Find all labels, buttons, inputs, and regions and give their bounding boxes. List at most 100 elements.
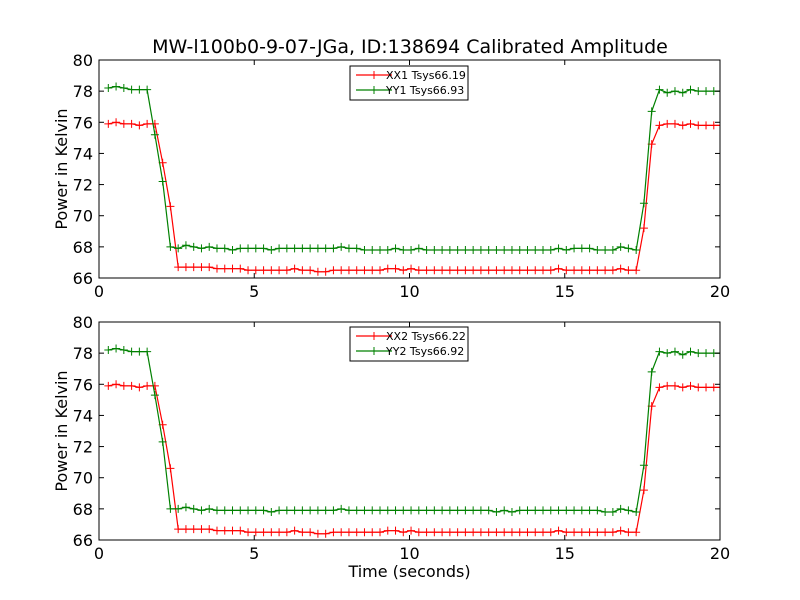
data-point [663,381,672,390]
data-point [670,381,679,390]
data-point [694,383,703,392]
data-point [608,266,617,275]
series-2 [104,82,720,254]
data-point [678,121,687,130]
data-point [484,266,493,275]
data-point [360,266,369,275]
data-point [678,383,687,392]
data-point [376,245,385,254]
data-point [259,266,268,275]
data-point [531,528,540,537]
data-point [220,526,229,535]
data-point [601,245,610,254]
data-point [298,266,307,275]
data-point [119,84,128,93]
data-point [127,119,136,128]
data-point [267,266,276,275]
data-point [212,264,221,273]
data-point [554,506,563,515]
y-tick-label: 72 [73,176,93,195]
data-point [352,506,361,515]
data-point [570,244,579,253]
legend-label: YY1 Tsys66.93 [385,84,464,97]
data-point [438,506,447,515]
data-point [329,506,338,515]
data-point [205,263,214,272]
data-point [368,245,377,254]
data-point [275,506,284,515]
data-point [469,528,478,537]
data-point [686,347,695,356]
data-point [484,528,493,537]
data-point [414,506,423,515]
data-point [709,121,718,130]
data-point [244,266,253,275]
data-point [515,245,524,254]
data-point [616,504,625,513]
data-point [717,386,720,388]
y-tick-label: 76 [73,375,93,394]
data-point [616,264,625,273]
data-point [321,267,330,276]
data-point [601,528,610,537]
data-point [205,242,214,251]
data-point [352,244,361,253]
data-point [360,245,369,254]
data-point [236,506,245,515]
data-point [189,263,198,272]
data-point [236,264,245,273]
data-point [135,347,144,356]
data-point [500,506,509,515]
data-point [228,526,237,535]
data-point [259,528,268,537]
data-point [104,84,113,93]
data-point [632,528,641,537]
data-point [554,526,563,535]
data-point [399,266,408,275]
data-point [166,242,175,251]
data-point [694,121,703,130]
data-point [112,344,121,353]
legend: XX1 Tsys66.19 YY1 Tsys66.93 [349,65,469,101]
y-tick-label: 80 [73,313,93,332]
data-point [368,528,377,537]
data-point [344,266,353,275]
data-point [585,244,594,253]
data-point [306,244,315,253]
data-point [259,506,268,515]
data-point [189,525,198,534]
data-point [663,349,672,358]
data-point [445,506,454,515]
data-point [430,528,439,537]
data-point [430,266,439,275]
x-tick-label: 15 [555,282,575,301]
data-point [383,264,392,273]
data-point [500,245,509,254]
data-point [709,383,718,392]
data-point [702,349,711,358]
data-point [158,437,167,446]
subplot-1: 0 5 10 15 20 66 68 70 72 74 76 78 80 Power in Kelvin X… [52,51,730,301]
data-point [445,266,454,275]
data-point [585,528,594,537]
data-point [150,381,159,390]
data-point [523,266,532,275]
x-tick-label: 10 [399,544,419,563]
data-point [376,266,385,275]
data-point [329,244,338,253]
data-point [686,381,695,390]
data-point [523,506,532,515]
data-point [647,367,656,376]
data-point [282,244,291,253]
data-point [407,506,416,515]
data-point [306,266,315,275]
data-point [577,266,586,275]
data-point [189,504,198,513]
data-point [484,506,493,515]
data-point [453,245,462,254]
data-point [150,130,159,139]
data-point [430,506,439,515]
data-point [570,528,579,537]
data-point [585,266,594,275]
data-point [220,506,229,515]
